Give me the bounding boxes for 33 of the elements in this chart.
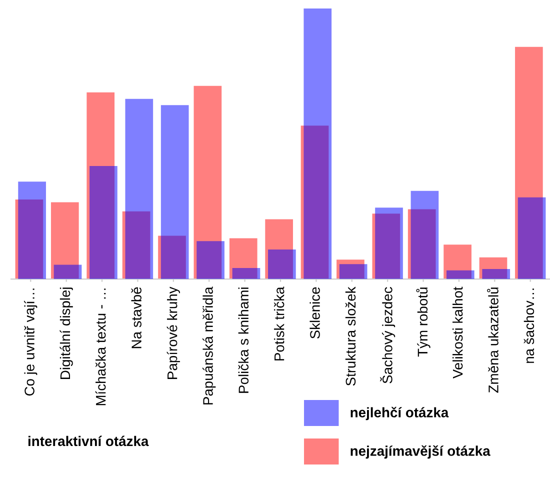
x-tick-label: Šachový jezdec	[380, 287, 396, 384]
bar	[160, 105, 189, 280]
x-tick-label: Na stavbě	[131, 287, 142, 348]
legend-label: nejzajímavější otázka	[350, 445, 490, 459]
x-tick-label: Tým robotů	[416, 288, 430, 357]
text: interaktivní otázka	[28, 436, 149, 446]
x-tick-label: Sklenice	[310, 287, 320, 339]
x-tick-label: Papírové kruhy	[166, 286, 180, 379]
x-tick-label: Změna ukazatelů	[487, 288, 498, 393]
bar	[196, 241, 224, 280]
x-tick-label: Co je uvnitř vají…	[24, 288, 38, 396]
x-tick-label: na šachov…	[524, 288, 534, 363]
bar	[446, 270, 474, 280]
x-tick-label: Polička s knihami	[238, 288, 249, 393]
x-tick-label: Velikosti kalhot	[452, 286, 463, 378]
bar	[304, 8, 332, 280]
bar	[54, 264, 82, 280]
bar	[125, 98, 154, 280]
bar	[268, 250, 296, 280]
bar	[410, 190, 439, 280]
bar	[375, 208, 403, 280]
bar	[339, 264, 368, 280]
bar	[90, 166, 118, 280]
x-tick-label: Papuánská měřidla	[202, 286, 216, 404]
x-tick-label: Míchačka textu - …	[95, 288, 106, 406]
legend-label: nejlehčí otázka	[350, 406, 449, 420]
bar	[18, 182, 46, 280]
bar	[232, 268, 260, 280]
x-tick-label: Potisk trička	[274, 286, 284, 360]
x-tick-label: Digitální displej	[60, 288, 73, 379]
x-tick-label: Struktura složek	[345, 286, 356, 386]
bar	[518, 197, 546, 280]
bar	[482, 269, 510, 280]
